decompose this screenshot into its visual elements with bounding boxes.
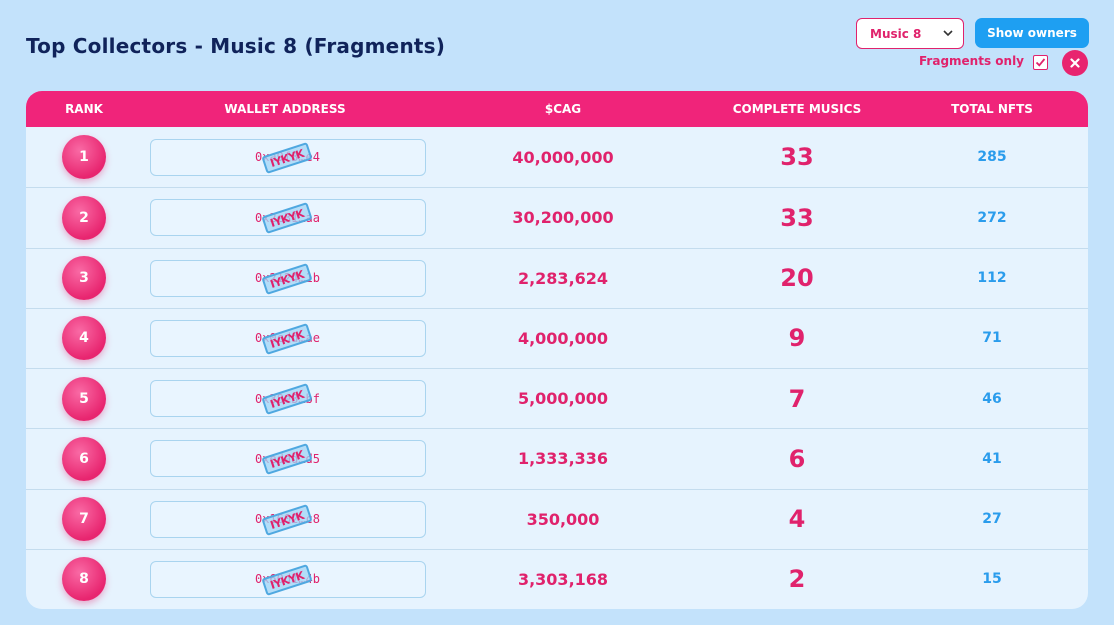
rank-cell: 1 xyxy=(26,127,142,187)
wallet-cell: 0xedad…d5IYKYK xyxy=(142,429,428,488)
column-header-complete-musics: COMPLETE MUSICS xyxy=(732,102,862,116)
total-nfts-count: 272 xyxy=(977,209,1007,226)
rank-badge: 6 xyxy=(62,436,106,481)
rank-cell: 6 xyxy=(26,429,142,488)
table-row[interactable]: 7 0x1602…c8IYKYK 350,000 4 27 xyxy=(26,488,1088,549)
collectors-table: RANK WALLET ADDRESS $CAG COMPLETE MUSICS… xyxy=(26,91,1088,609)
wallet-cell: 0x1602…c8IYKYK xyxy=(142,490,428,549)
table-header: RANK WALLET ADDRESS $CAG COMPLETE MUSICS… xyxy=(26,91,1088,127)
table-body: 10xa9f3…e4IYKYK40,000,0003328520x2e31…aa… xyxy=(26,127,1088,609)
total-nfts-count: 285 xyxy=(977,149,1007,166)
rank-cell: 7 xyxy=(26,490,142,549)
wallet-cell: 0x2124…1bIYKYK xyxy=(142,249,428,308)
column-header-total-nfts: TOTAL NFTS xyxy=(951,102,1033,116)
column-header-wallet: WALLET ADDRESS xyxy=(224,102,346,116)
checkmark-icon xyxy=(1035,58,1046,67)
cag-amount: 4,000,000 xyxy=(517,328,609,348)
rank-cell: 5 xyxy=(26,369,142,428)
wallet-cell: 0xa9f3…e4IYKYK xyxy=(142,127,428,187)
cag-amount: 3,303,168 xyxy=(517,569,609,589)
complete-musics-count: 7 xyxy=(788,384,806,413)
show-owners-button[interactable]: Show owners xyxy=(975,18,1089,48)
rank-badge: 1 xyxy=(62,135,106,180)
table-row[interactable]: 1 0xa9f3…e4IYKYK 40,000,000 33 285 xyxy=(26,127,1088,187)
table-row[interactable]: 6 0xedad…d5IYKYK 1,333,336 6 41 xyxy=(26,428,1088,488)
wallet-address[interactable]: 0x38e3…bfIYKYK xyxy=(149,380,426,418)
wallet-address[interactable]: 0x60d1…4bIYKYK xyxy=(149,560,426,598)
wallet-address[interactable]: 0x1602…c8IYKYK xyxy=(149,500,426,538)
total-nfts-count: 46 xyxy=(982,390,1002,407)
rank-badge: 7 xyxy=(62,497,106,542)
rank-badge: 2 xyxy=(62,195,106,240)
iykyk-stamp: IYKYK xyxy=(260,443,313,476)
wallet-address[interactable]: 0xedad…d5IYKYK xyxy=(149,440,426,478)
rank-badge: 3 xyxy=(62,256,106,301)
complete-musics-count: 4 xyxy=(788,505,806,534)
total-nfts-count: 15 xyxy=(982,571,1002,588)
complete-musics-count: 33 xyxy=(780,143,814,172)
cag-amount: 5,000,000 xyxy=(517,389,609,409)
iykyk-stamp: IYKYK xyxy=(260,322,313,355)
wallet-cell: 0x0cdd…aeIYKYK xyxy=(142,309,428,368)
iykyk-stamp: IYKYK xyxy=(260,383,313,416)
column-header-cag: $CAG xyxy=(544,102,582,116)
rank-cell: 2 xyxy=(26,188,142,247)
close-button[interactable] xyxy=(1062,50,1088,76)
fragments-only-checkbox[interactable] xyxy=(1033,55,1048,70)
rank-badge: 8 xyxy=(62,557,106,602)
complete-musics-count: 20 xyxy=(780,264,814,293)
iykyk-stamp: IYKYK xyxy=(260,262,313,295)
complete-musics-count: 9 xyxy=(788,324,806,353)
total-nfts-count: 71 xyxy=(982,330,1002,347)
table-row[interactable]: 8 0x60d1…4bIYKYK 3,303,168 2 15 xyxy=(26,548,1088,609)
iykyk-stamp: IYKYK xyxy=(260,503,313,536)
column-header-rank: RANK xyxy=(65,102,103,116)
close-icon xyxy=(1070,58,1080,68)
table-row[interactable]: 5 0x38e3…bfIYKYK 5,000,000 7 46 xyxy=(26,368,1088,428)
total-nfts-count: 41 xyxy=(982,450,1002,467)
rank-badge: 4 xyxy=(62,316,106,361)
cag-amount: 1,333,336 xyxy=(517,449,609,469)
wallet-cell: 0x2e31…aaIYKYK xyxy=(142,188,428,247)
wallet-cell: 0x38e3…bfIYKYK xyxy=(142,369,428,428)
table-row[interactable]: 4 0x0cdd…aeIYKYK 4,000,000 9 71 xyxy=(26,307,1088,368)
total-nfts-count: 112 xyxy=(977,270,1007,287)
iykyk-stamp: IYKYK xyxy=(260,563,313,596)
total-nfts-count: 27 xyxy=(982,511,1002,528)
cag-amount: 30,200,000 xyxy=(512,208,614,228)
music-select-value: Music 8 xyxy=(870,26,922,41)
rank-cell: 8 xyxy=(26,550,142,609)
fragments-only-label: Fragments only xyxy=(919,54,1024,68)
cag-amount: 40,000,000 xyxy=(512,147,614,167)
wallet-address[interactable]: 0xa9f3…e4IYKYK xyxy=(149,138,426,176)
rank-cell: 4 xyxy=(26,309,142,368)
chevron-down-icon xyxy=(943,30,953,37)
wallet-address[interactable]: 0x2124…1bIYKYK xyxy=(149,259,426,297)
rank-badge: 5 xyxy=(62,376,106,421)
complete-musics-count: 2 xyxy=(788,565,806,594)
iykyk-stamp: IYKYK xyxy=(260,202,313,235)
wallet-address[interactable]: 0x2e31…aaIYKYK xyxy=(149,199,426,237)
wallet-cell: 0x60d1…4bIYKYK xyxy=(142,550,428,609)
complete-musics-count: 33 xyxy=(780,203,814,232)
table-row[interactable]: 2 0x2e31…aaIYKYK 30,200,000 33 272 xyxy=(26,187,1088,247)
cag-amount: 2,283,624 xyxy=(517,268,609,288)
wallet-address[interactable]: 0x0cdd…aeIYKYK xyxy=(149,319,426,357)
cag-amount: 350,000 xyxy=(526,509,600,529)
table-row[interactable]: 3 0x2124…1bIYKYK 2,283,624 20 112 xyxy=(26,247,1088,308)
iykyk-stamp: IYKYK xyxy=(260,141,313,174)
page-title: Top Collectors - Music 8 (Fragments) xyxy=(26,34,446,58)
complete-musics-count: 6 xyxy=(788,444,806,473)
music-select[interactable]: Music 8 xyxy=(856,18,964,49)
rank-cell: 3 xyxy=(26,249,142,308)
